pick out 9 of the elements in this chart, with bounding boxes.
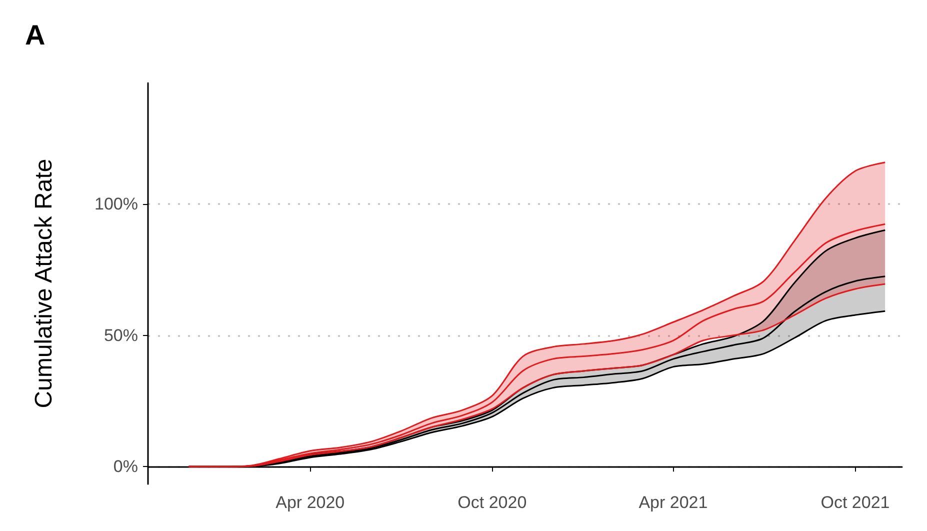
x-tick-label: Oct 2020: [458, 493, 527, 512]
x-tick-label: Oct 2021: [820, 493, 890, 512]
y-tick-label: 50%: [104, 326, 138, 345]
x-tick-label: Apr 2021: [638, 493, 708, 512]
y-tick-label: 0%: [113, 457, 138, 476]
y-axis-title: Cumulative Attack Rate: [30, 158, 58, 408]
y-tick-label: 100%: [94, 194, 138, 214]
x-tick-label: Apr 2020: [276, 493, 345, 512]
chart-title: A: [25, 20, 46, 50]
